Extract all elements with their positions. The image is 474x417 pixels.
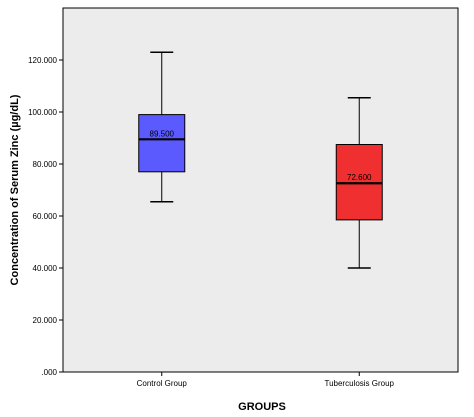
y-axis-title: Concentration of Serum Zinc (µg/dL) xyxy=(9,94,21,285)
box-body xyxy=(138,114,186,173)
median-label: 72.600 xyxy=(347,173,372,182)
median-label: 89.500 xyxy=(150,129,175,138)
box-1: 72.600 xyxy=(335,96,383,269)
y-tick-label: 100.000 xyxy=(28,108,57,117)
box-0: 89.500 xyxy=(138,51,186,203)
y-tick-label: 40.000 xyxy=(33,264,58,273)
x-axis: Control Group Tuberculosis Group xyxy=(137,372,395,388)
x-category-label: Tuberculosis Group xyxy=(324,379,394,388)
plot-area xyxy=(62,7,459,373)
box-group: 89.500 72.600 xyxy=(138,51,383,269)
x-axis-title: GROUPS xyxy=(238,401,286,413)
x-category-label: Control Group xyxy=(137,379,188,388)
y-tick-label: .000 xyxy=(41,368,57,377)
y-tick-label: 20.000 xyxy=(33,316,58,325)
y-tick-label: 60.000 xyxy=(33,212,58,221)
y-axis: .000 20.000 40.000 60.000 80.000 100.000 120.0… xyxy=(28,56,63,377)
y-tick-label: 80.000 xyxy=(33,160,58,169)
y-tick-label: 120.000 xyxy=(28,56,57,65)
